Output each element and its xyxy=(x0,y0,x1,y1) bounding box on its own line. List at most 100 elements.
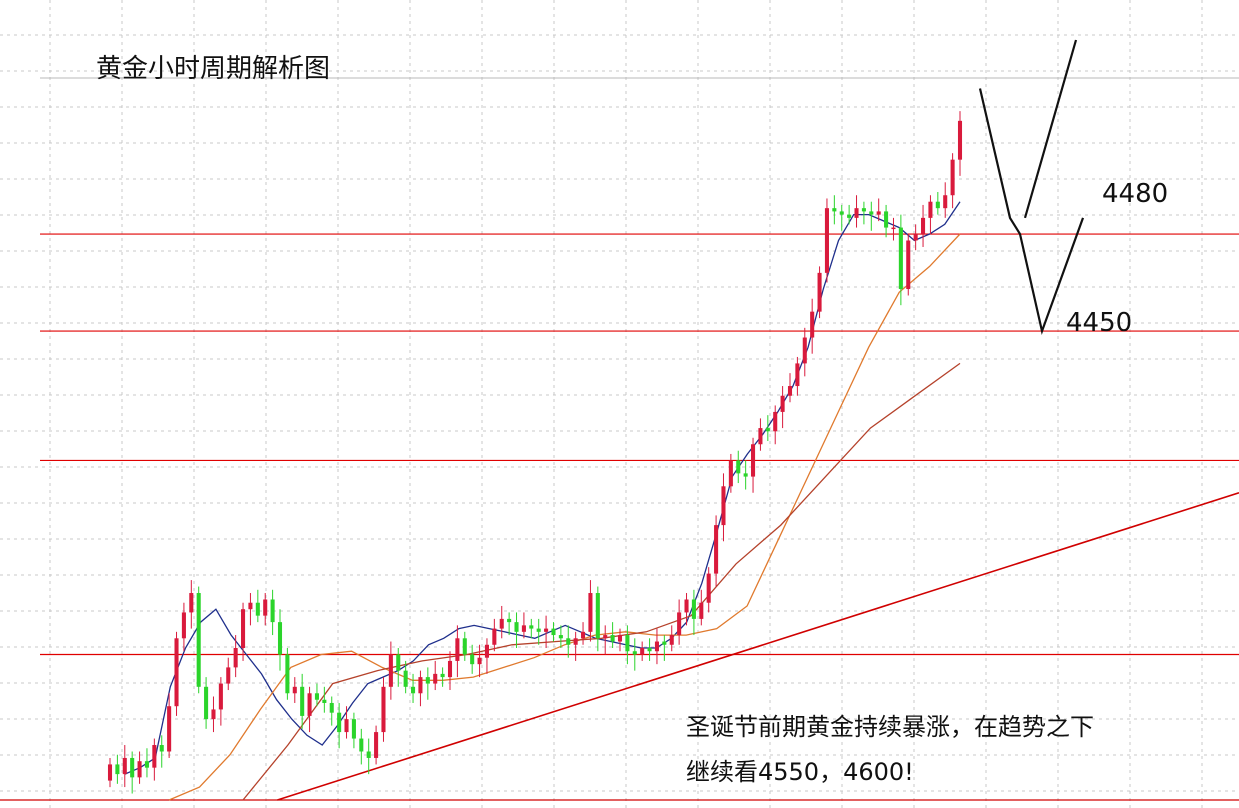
candle-body xyxy=(226,667,231,684)
candle-body xyxy=(248,602,253,610)
candle-body xyxy=(751,444,756,477)
candle-body xyxy=(802,337,807,364)
candle-body xyxy=(115,764,120,775)
candle-body xyxy=(558,635,563,639)
candle-body xyxy=(921,217,926,235)
candle-body xyxy=(218,683,223,710)
projection-lines xyxy=(978,39,1085,336)
projection-zigzag xyxy=(978,88,1085,336)
candle-body xyxy=(122,757,127,775)
candle-body xyxy=(137,761,142,778)
candle-body xyxy=(669,635,674,645)
candle-body xyxy=(884,211,889,228)
candle-body xyxy=(492,628,497,645)
candle-body xyxy=(396,654,401,671)
level-label-4450: 4450 xyxy=(1066,308,1132,338)
candle-body xyxy=(810,311,815,338)
candle-body xyxy=(144,761,149,768)
candle-body xyxy=(625,635,630,652)
candle-body xyxy=(928,201,933,218)
candle-body xyxy=(691,599,696,619)
candle-body xyxy=(270,599,275,623)
candle-body xyxy=(174,638,179,707)
candle-body xyxy=(891,227,896,230)
candle-body xyxy=(337,712,342,733)
candle-body xyxy=(824,208,829,273)
rising-trendline xyxy=(277,492,1239,801)
candle-body xyxy=(263,599,268,616)
candle-body xyxy=(189,593,194,613)
candle-body xyxy=(255,602,260,616)
candle-body xyxy=(714,525,719,574)
candle-body xyxy=(536,628,541,632)
candle-body xyxy=(314,693,319,700)
candle-body xyxy=(950,159,955,196)
candle-body xyxy=(736,460,741,474)
candle-body xyxy=(152,745,157,768)
candle-body xyxy=(300,686,305,716)
candle-body xyxy=(167,706,172,752)
candle-body xyxy=(854,208,859,218)
candle-body xyxy=(196,593,201,687)
candle-body xyxy=(780,395,785,412)
level-label-4480: 4480 xyxy=(1102,179,1168,209)
candle-body xyxy=(344,719,349,733)
candle-body xyxy=(684,599,689,613)
candle-body xyxy=(130,757,135,778)
candle-body xyxy=(411,686,416,694)
candle-body xyxy=(654,641,659,652)
candle-body xyxy=(241,609,246,648)
candle-body xyxy=(588,593,593,632)
candle-body xyxy=(869,211,874,215)
candle-body xyxy=(470,654,475,665)
candle-body xyxy=(233,648,238,668)
candle-body xyxy=(440,673,445,678)
candle-body xyxy=(484,644,489,658)
candle-body xyxy=(861,208,866,212)
candle-body xyxy=(285,654,290,694)
candle-body xyxy=(758,428,763,445)
candle-body xyxy=(581,631,586,639)
candle-body xyxy=(447,660,453,678)
ma-line-fast xyxy=(124,201,961,775)
projection-up-line xyxy=(1023,39,1078,219)
labels: 黄金小时周期解析图 4480 4450 圣诞节前期黄金持续暴涨，在趋势之下 继续… xyxy=(96,54,1168,786)
candle-body xyxy=(433,673,438,684)
candle-body xyxy=(462,638,467,655)
candle-body xyxy=(787,386,793,396)
candle-body xyxy=(721,486,726,526)
candle-body xyxy=(529,625,534,629)
candle-body xyxy=(773,411,778,432)
candle-body xyxy=(307,693,312,716)
candle-body xyxy=(204,686,209,720)
candle-body xyxy=(898,227,903,290)
candle-body xyxy=(913,234,918,241)
candle-body xyxy=(566,638,571,645)
candle-body xyxy=(832,208,837,212)
candles xyxy=(107,111,963,794)
candle-body xyxy=(211,709,216,720)
annotation-line-1: 圣诞节前期黄金持续暴涨，在趋势之下 xyxy=(686,713,1094,741)
candle-body xyxy=(507,618,512,623)
candle-body xyxy=(743,473,748,477)
candle-body xyxy=(455,638,460,661)
chart-title: 黄金小时周期解析图 xyxy=(96,54,330,84)
candle-body xyxy=(617,635,623,642)
candle-body xyxy=(292,686,297,694)
candle-body xyxy=(595,593,600,639)
candle-body xyxy=(728,460,733,487)
candle-body xyxy=(418,677,423,694)
candle-body xyxy=(647,648,652,652)
candle-body xyxy=(795,363,800,387)
candle-body xyxy=(957,120,963,160)
candle-body xyxy=(662,641,667,645)
moving-averages xyxy=(124,201,961,801)
horizontal-levels xyxy=(40,77,1239,656)
candle-body xyxy=(374,732,379,758)
candle-body xyxy=(610,635,615,642)
candle-body xyxy=(477,657,482,665)
candle-body xyxy=(381,686,386,733)
candle-body xyxy=(388,654,393,687)
candle-body xyxy=(817,272,822,312)
